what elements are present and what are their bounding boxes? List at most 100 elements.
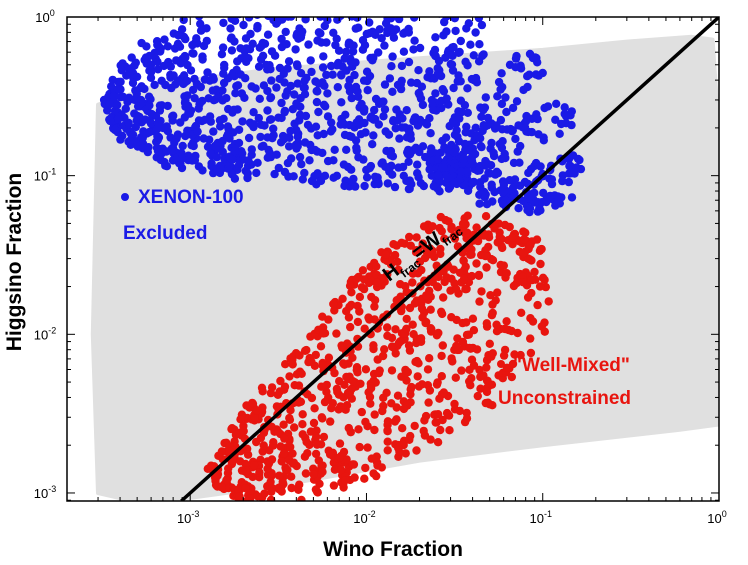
xenon-excluded-point [314, 28, 324, 37]
xenon-excluded-point [249, 108, 258, 117]
well-mixed-point [277, 457, 286, 466]
xenon-excluded-point [232, 65, 241, 75]
xenon-excluded-point [152, 125, 162, 134]
well-mixed-point [535, 282, 545, 291]
xenon-excluded-point [260, 121, 269, 130]
xenon-excluded-point [365, 18, 374, 27]
well-mixed-point [355, 442, 364, 452]
xenon-excluded-point [297, 160, 306, 169]
xenon-excluded-point [126, 136, 135, 145]
well-mixed-point [289, 352, 298, 361]
well-mixed-point [467, 250, 476, 259]
well-mixed-point [473, 391, 482, 401]
well-mixed-point [440, 234, 449, 243]
well-mixed-point [462, 414, 472, 423]
well-mixed-point [361, 365, 371, 374]
well-mixed-point [451, 373, 460, 382]
xenon-excluded-point [230, 17, 240, 25]
well-mixed-point [383, 446, 392, 455]
well-mixed-point [408, 278, 417, 287]
well-mixed-point [318, 467, 327, 477]
well-mixed-point [274, 427, 283, 437]
xenon-excluded-point [379, 112, 388, 121]
xenon-excluded-point [156, 155, 165, 165]
well-mixed-point [281, 360, 290, 369]
xenon-excluded-point [319, 52, 328, 61]
well-mixed-point [316, 342, 326, 351]
well-mixed-label-line1: "Well-Mixed" [513, 355, 630, 376]
well-mixed-point [375, 366, 384, 375]
xenon-excluded-point [354, 153, 363, 162]
xenon-excluded-point [295, 152, 305, 162]
well-mixed-point [502, 363, 512, 372]
well-mixed-point [267, 455, 277, 464]
well-mixed-point [279, 420, 288, 429]
xenon-legend-dot [121, 193, 129, 201]
xenon-excluded-point [344, 40, 353, 49]
xenon-excluded-point [178, 141, 187, 151]
xenon-excluded-point [334, 46, 344, 55]
xenon-excluded-point [362, 29, 371, 39]
xenon-excluded-point [516, 64, 526, 73]
xenon-excluded-point [564, 177, 573, 187]
xenon-excluded-point [122, 71, 131, 80]
xenon-excluded-point [497, 69, 506, 78]
well-mixed-point [243, 444, 252, 453]
xenon-excluded-point [163, 42, 173, 51]
well-mixed-point [533, 300, 542, 310]
well-mixed-point [444, 411, 454, 420]
well-mixed-point [355, 307, 364, 316]
xenon-excluded-point [228, 155, 237, 164]
xenon-excluded-point [402, 4, 410, 12]
xenon-excluded-point [177, 25, 187, 34]
well-mixed-point [412, 233, 421, 242]
xenon-excluded-point [498, 177, 508, 186]
well-mixed-point [458, 337, 468, 347]
well-mixed-point [298, 430, 307, 439]
well-mixed-point [265, 446, 274, 455]
xenon-excluded-point [108, 75, 117, 85]
xenon-excluded-point [280, 78, 289, 87]
xenon-excluded-point [284, 57, 294, 66]
xenon-excluded-point [523, 72, 532, 81]
xenon-excluded-point [227, 71, 237, 80]
xenon-excluded-point [382, 0, 390, 4]
well-mixed-point [234, 485, 243, 494]
well-mixed-point [353, 317, 363, 327]
xenon-excluded-point [231, 89, 240, 98]
xenon-excluded-point [456, 36, 465, 46]
xenon-excluded-point [477, 20, 487, 30]
well-mixed-point [394, 338, 404, 348]
xenon-excluded-point [219, 78, 229, 88]
xenon-excluded-point [454, 71, 463, 80]
well-mixed-point [418, 241, 427, 250]
xenon-excluded-point [552, 99, 561, 109]
xenon-excluded-point [292, 144, 301, 153]
xenon-excluded-point [463, 84, 472, 93]
xenon-excluded-point [357, 2, 365, 10]
well-mixed-point [516, 350, 525, 360]
xenon-excluded-point [219, 5, 227, 13]
xenon-excluded-point [132, 72, 142, 82]
xenon-excluded-point [318, 63, 328, 72]
xenon-excluded-point [137, 38, 146, 48]
well-mixed-point [343, 339, 352, 348]
xenon-excluded-point [426, 148, 435, 157]
well-mixed-point [390, 417, 400, 426]
xenon-excluded-point [467, 179, 477, 188]
xenon-excluded-point [393, 116, 402, 125]
xenon-excluded-point [182, 76, 192, 86]
xenon-excluded-point [397, 76, 406, 86]
well-mixed-point [410, 299, 420, 308]
xenon-excluded-point [198, 52, 207, 61]
xenon-excluded-point [326, 127, 336, 136]
well-mixed-point [482, 363, 491, 372]
well-mixed-point [372, 278, 382, 287]
xenon-excluded-point [300, 76, 309, 85]
xenon-excluded-point [218, 86, 227, 95]
well-mixed-point [346, 322, 355, 332]
well-mixed-point [461, 262, 470, 271]
well-mixed-point [517, 308, 526, 317]
xenon-excluded-point [461, 145, 470, 154]
xenon-excluded-point [415, 43, 425, 53]
